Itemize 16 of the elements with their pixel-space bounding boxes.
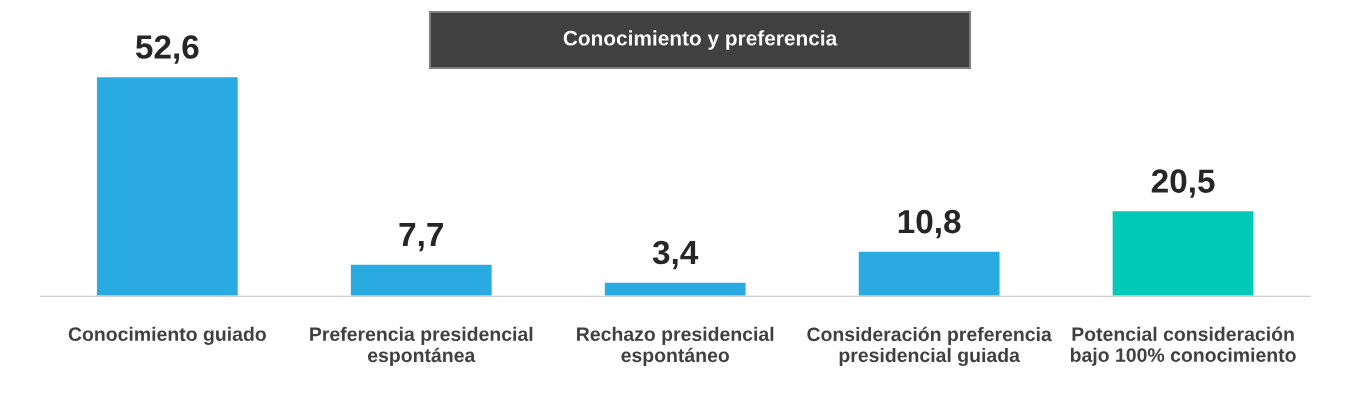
bar xyxy=(603,281,747,297)
x-tick-label: Potencial consideración bajo 100% conocimiento xyxy=(1070,326,1296,366)
data-label: 3,4 xyxy=(652,240,699,270)
bar xyxy=(95,75,240,297)
data-label: 20,5 xyxy=(1151,169,1215,198)
bar xyxy=(857,250,1001,297)
bar xyxy=(349,263,494,297)
bar xyxy=(1111,209,1255,297)
chart-title: Conocimiento y preferencia xyxy=(563,30,838,50)
x-tick-label: Preferencia presidencial espontánea xyxy=(310,326,533,367)
x-tick-label: Conocimiento guiado xyxy=(68,326,266,345)
data-label: 52,6 xyxy=(135,35,199,64)
x-tick-label: Consideración preferencia presidencial guiada xyxy=(807,326,1052,367)
x-tick-label: Rechazo presidencial espontáneo xyxy=(577,326,774,367)
data-label: 10,8 xyxy=(898,209,961,239)
data-label: 7,7 xyxy=(399,223,443,252)
